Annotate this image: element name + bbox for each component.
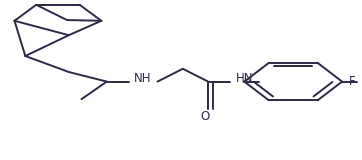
Text: HN: HN [236,72,253,85]
Text: F: F [349,75,356,88]
Text: O: O [200,110,209,123]
Text: NH: NH [134,72,152,85]
